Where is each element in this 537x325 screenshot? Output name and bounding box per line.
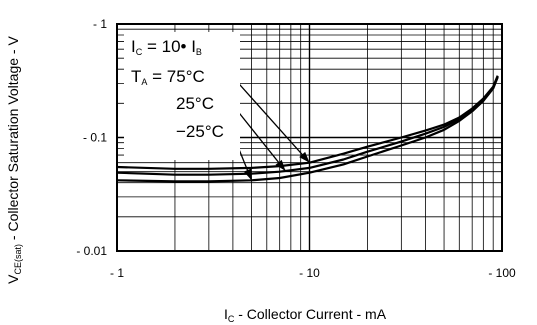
x-tick-label: - 100	[488, 266, 516, 280]
y-tick-label: - 0.01	[76, 244, 107, 258]
annotation-arrow-line	[231, 75, 310, 164]
annotation-background	[124, 32, 240, 160]
y-axis-title: VCE(sat) - Collector Saturation Voltage …	[5, 36, 23, 284]
x-tick-label: - 10	[299, 266, 320, 280]
x-axis-title: IC - Collector Current - mA	[224, 306, 387, 324]
annotation-arrow-head	[299, 151, 310, 163]
series-label-25: 25°C	[176, 94, 214, 113]
series-label-75: TA = 75°C	[131, 67, 205, 87]
annotation-arrow-head	[275, 159, 286, 171]
y-tick-label: - 0.1	[83, 131, 107, 145]
y-tick-label: - 1	[93, 17, 107, 31]
x-tick-label: - 1	[110, 266, 124, 280]
plot-frame	[116, 23, 503, 252]
series-label-neg25: −25°C	[176, 122, 224, 141]
annotation-arrow-line	[231, 103, 286, 172]
series-curves	[116, 75, 499, 183]
series-line-2	[116, 76, 499, 183]
x-tick-labels: - 1 - 10 - 100	[110, 266, 516, 280]
y-tick-labels: - 1 - 0.1 - 0.01	[76, 17, 107, 258]
condition-label: IC = 10• IB	[131, 37, 202, 57]
annotation-arrow-head	[243, 168, 252, 181]
